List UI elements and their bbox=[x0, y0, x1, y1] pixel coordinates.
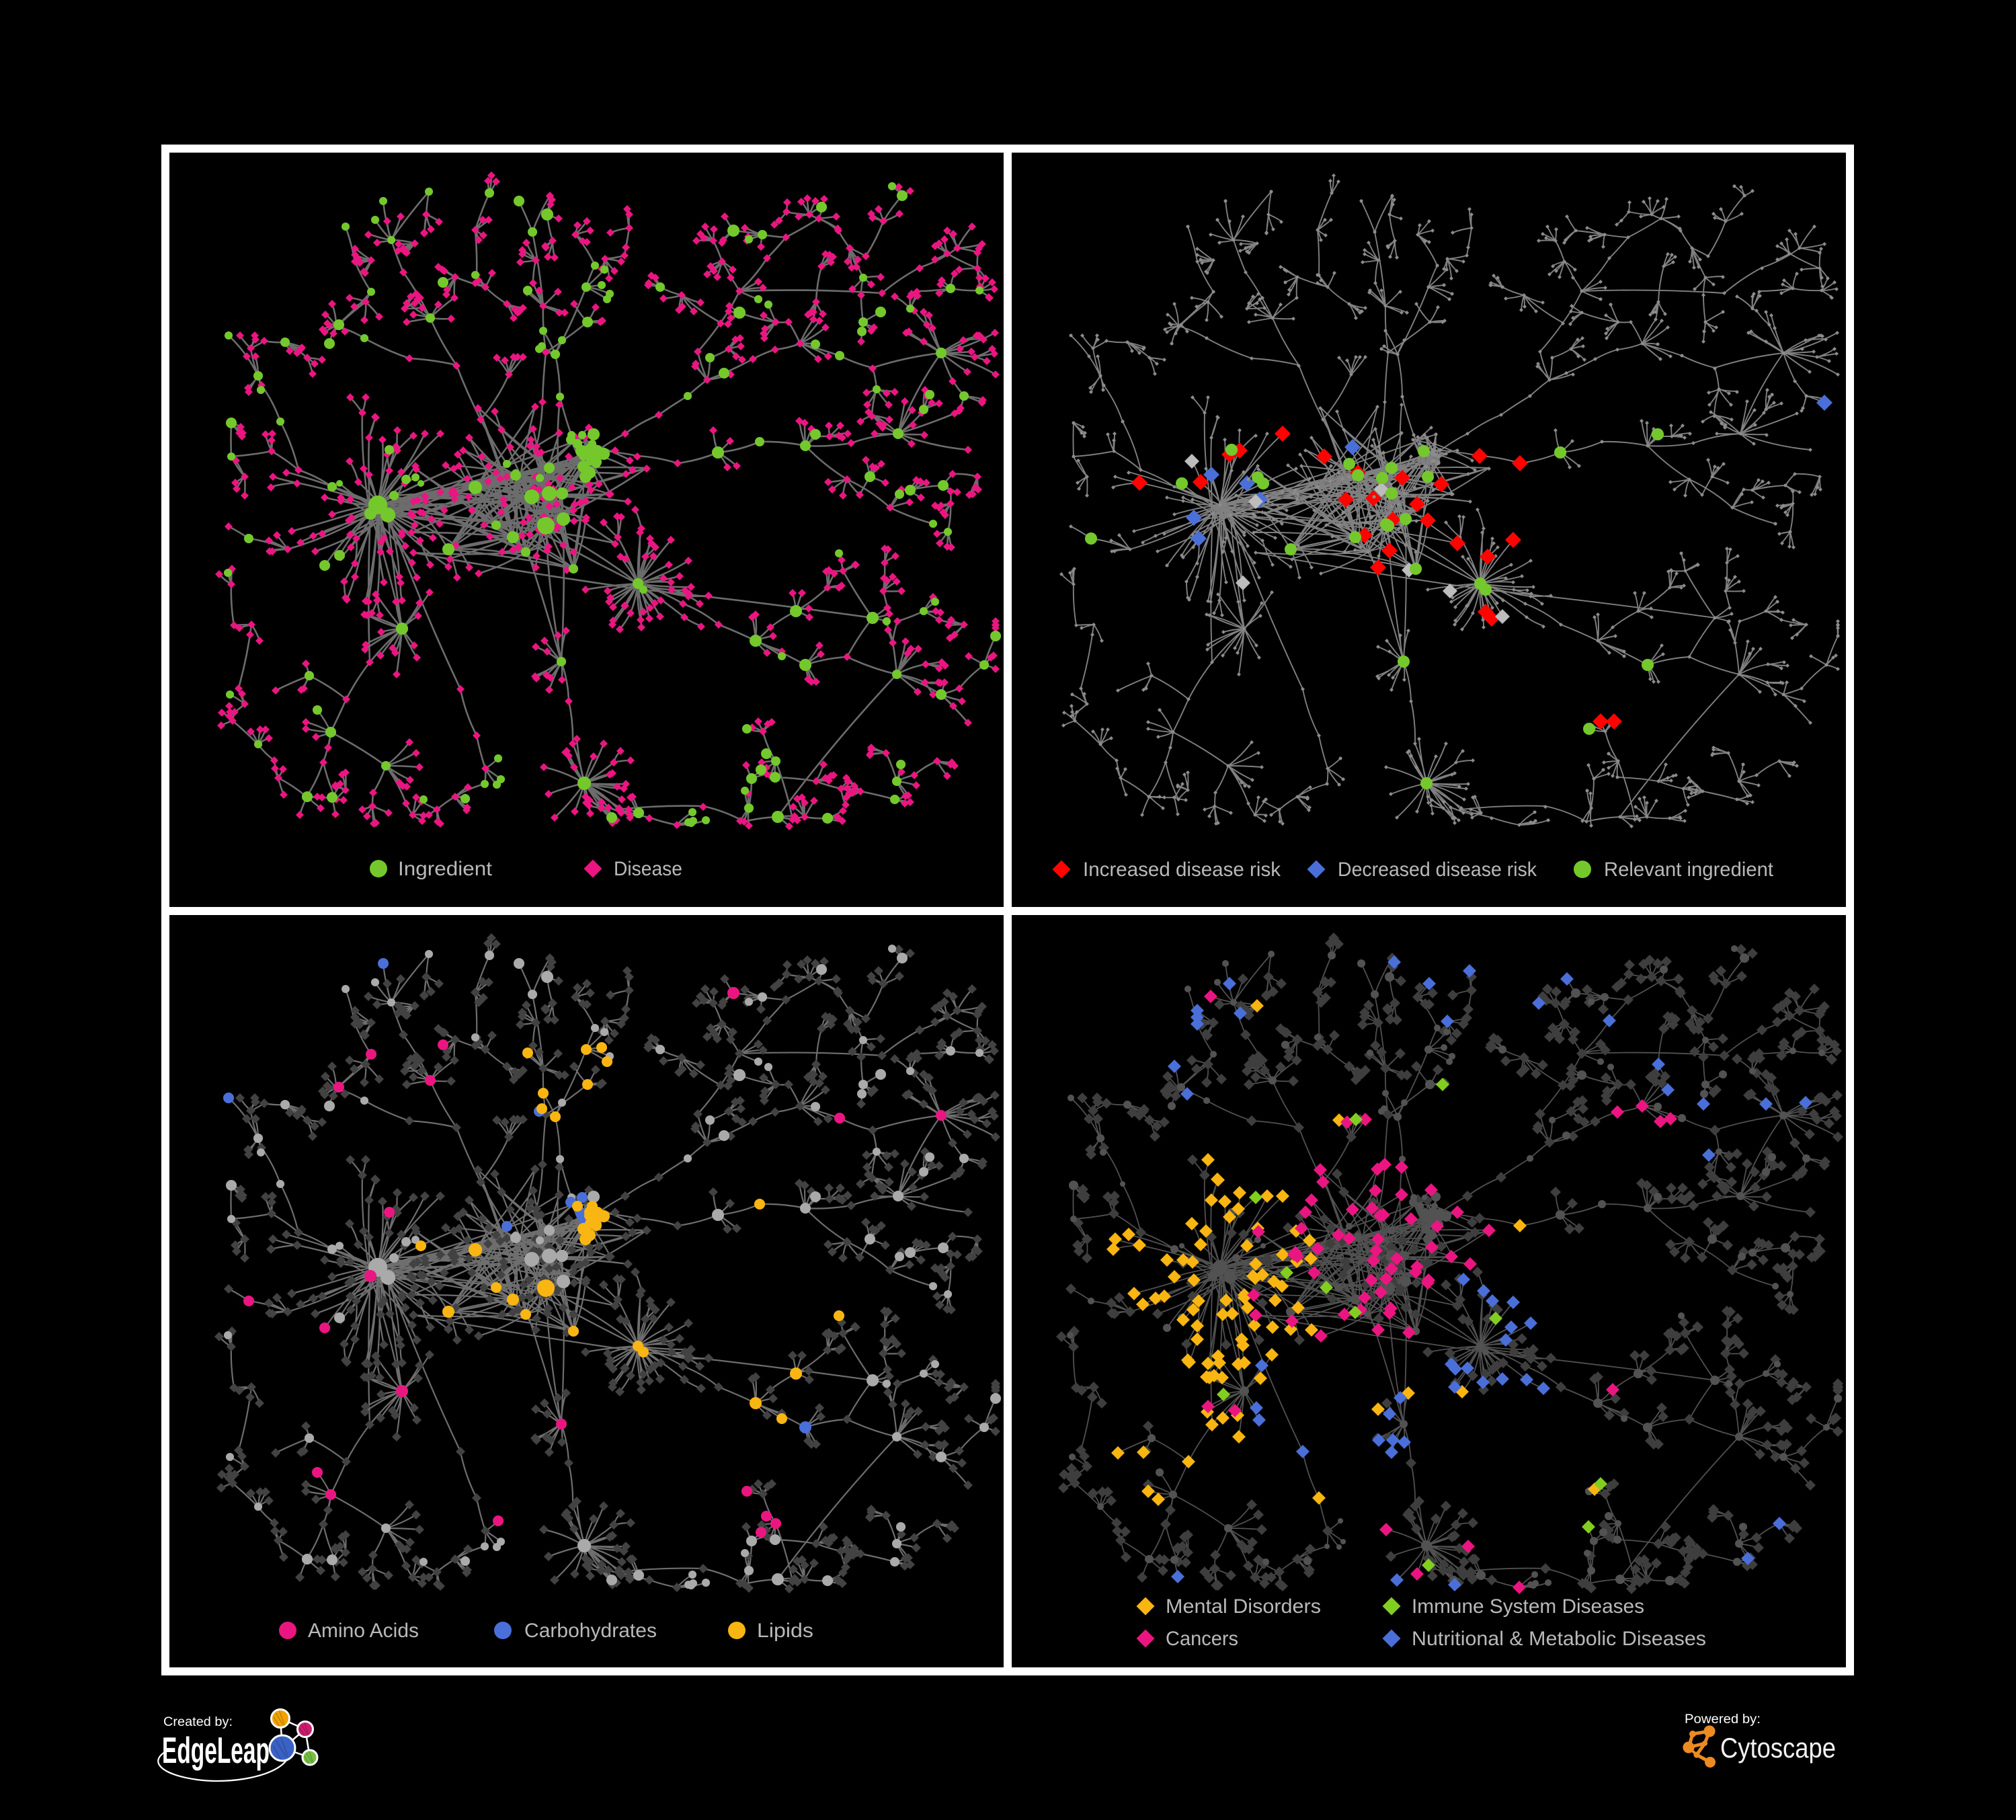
svg-text:Amino Acids: Amino Acids bbox=[308, 1620, 419, 1642]
svg-text:Immune System Diseases: Immune System Diseases bbox=[1412, 1595, 1644, 1618]
svg-text:Decreased disease risk: Decreased disease risk bbox=[1338, 859, 1537, 881]
svg-text:Created by:: Created by: bbox=[163, 1715, 233, 1729]
svg-text:Mental Disorders: Mental Disorders bbox=[1166, 1595, 1321, 1618]
svg-text:Nutritional & Metabolic Diseas: Nutritional & Metabolic Diseases bbox=[1412, 1628, 1706, 1650]
svg-text:Relevant ingredient: Relevant ingredient bbox=[1604, 859, 1774, 881]
svg-text:Cancers: Cancers bbox=[1166, 1628, 1238, 1650]
svg-text:Cytoscape: Cytoscape bbox=[1720, 1732, 1836, 1764]
svg-text:Increased disease risk: Increased disease risk bbox=[1083, 859, 1281, 881]
svg-text:EdgeLeap: EdgeLeap bbox=[162, 1729, 270, 1771]
svg-text:Lipids: Lipids bbox=[757, 1620, 813, 1642]
svg-text:Ingredient: Ingredient bbox=[398, 858, 493, 880]
svg-text:Carbohydrates: Carbohydrates bbox=[524, 1620, 657, 1642]
svg-text:Disease: Disease bbox=[614, 858, 682, 880]
svg-text:Powered by:: Powered by: bbox=[1685, 1712, 1761, 1727]
